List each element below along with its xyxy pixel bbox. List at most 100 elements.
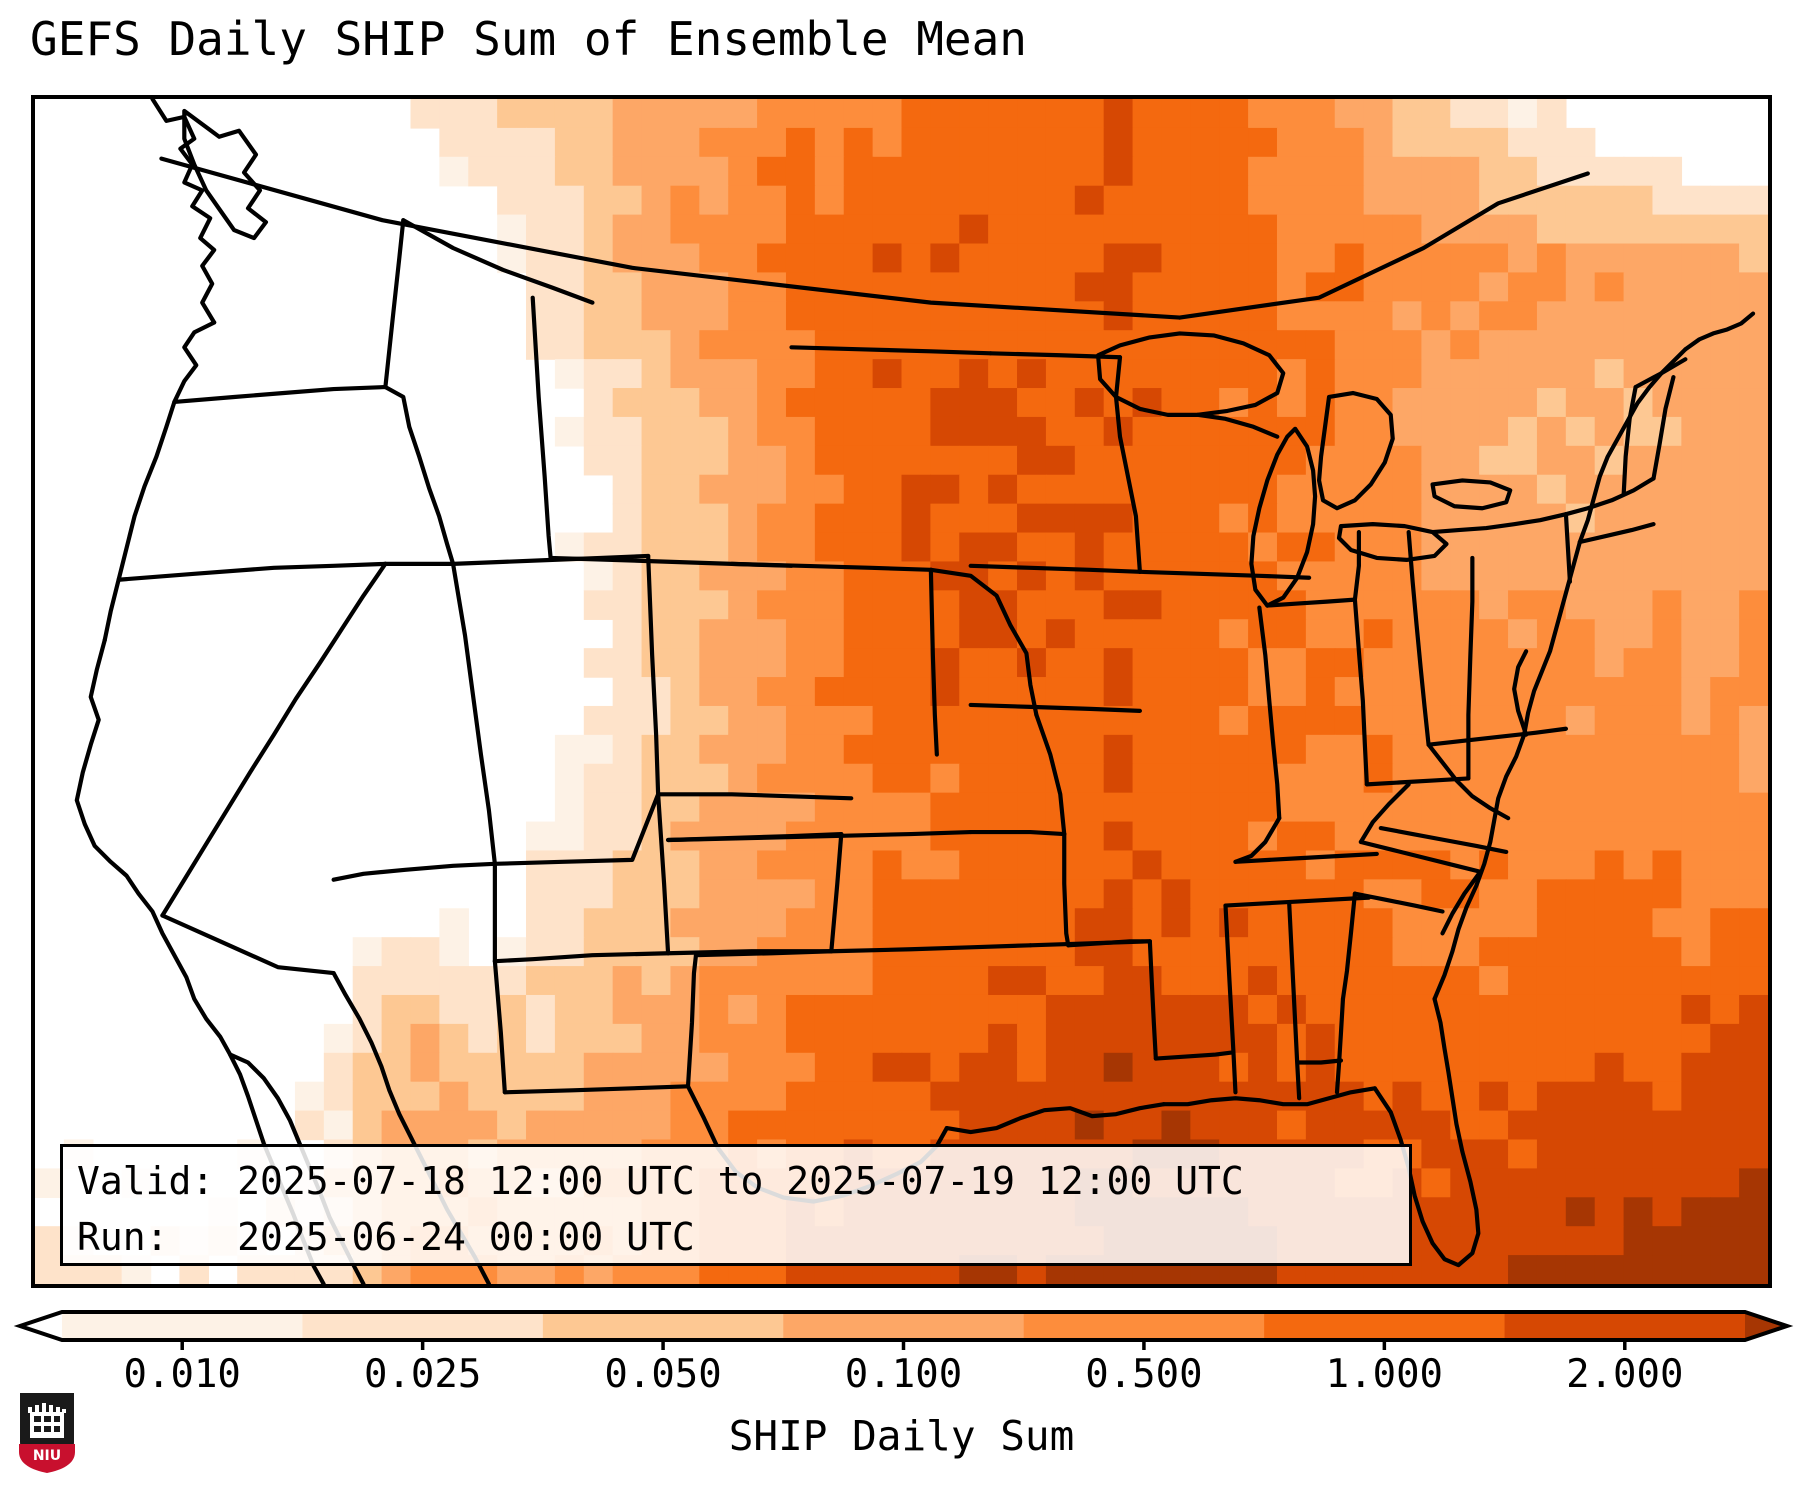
data-cell [930, 561, 960, 592]
data-cell [1450, 1052, 1480, 1083]
data-cell [930, 763, 960, 794]
data-cell [612, 330, 643, 360]
data-cell [1594, 648, 1625, 678]
data-cell [612, 677, 643, 707]
data-cell [1363, 734, 1394, 765]
data-cell [930, 272, 960, 303]
data-cell [583, 648, 614, 678]
data-cell [785, 677, 816, 707]
data-cell [1479, 243, 1509, 274]
data-cell [1103, 1081, 1134, 1112]
data-cell [1248, 330, 1278, 360]
data-cell [988, 792, 1018, 823]
data-cell [1565, 619, 1596, 649]
data-cell [1074, 648, 1105, 678]
data-cell [988, 994, 1018, 1025]
data-cell [323, 1023, 354, 1054]
logo-red-band [19, 1444, 75, 1473]
data-cell [901, 677, 932, 707]
data-cell [785, 99, 816, 129]
data-cell [988, 243, 1018, 274]
data-cell [1710, 966, 1740, 996]
data-cell [1681, 821, 1711, 852]
data-cell [1681, 503, 1711, 534]
data-cell [1045, 243, 1076, 274]
data-cell [814, 1023, 845, 1054]
data-cell [439, 156, 469, 187]
data-cell [1103, 879, 1134, 909]
data-cell [699, 214, 729, 245]
data-cell [1074, 677, 1105, 707]
data-cell [670, 821, 701, 852]
data-cell [785, 243, 816, 274]
data-cell [641, 185, 672, 216]
data-cell [843, 908, 874, 938]
data-cell [1594, 792, 1625, 823]
data-cell [785, 966, 816, 996]
data-cell [901, 301, 932, 331]
data-cell [959, 792, 989, 823]
data-cell [1017, 416, 1047, 447]
data-cell [1536, 1081, 1567, 1112]
data-cell [1248, 908, 1278, 938]
data-cell [1594, 1110, 1625, 1141]
data-cell [641, 503, 672, 534]
data-cell [1623, 1168, 1654, 1198]
data-cell [1450, 1023, 1480, 1054]
data-cell [1652, 1023, 1683, 1054]
data-cell [872, 763, 903, 794]
data-cell [1565, 1139, 1596, 1170]
data-cell [439, 1081, 469, 1112]
data-cell [1045, 388, 1076, 418]
data-cell [1190, 648, 1220, 678]
data-cell [843, 1110, 874, 1141]
data-cell [1363, 937, 1394, 967]
data-cell [670, 734, 701, 765]
data-cell [1045, 503, 1076, 534]
data-cell [988, 1081, 1018, 1112]
data-cell [641, 994, 672, 1025]
data-cell [1363, 272, 1394, 303]
valid-time-line: Valid: 2025-07-18 12:00 UTC to 2025-07-1… [77, 1159, 1244, 1203]
data-cell [1045, 359, 1076, 389]
data-cell [1710, 908, 1740, 938]
data-cell [1045, 908, 1076, 938]
map-svg [35, 99, 1768, 1284]
data-cell [439, 937, 469, 967]
data-cell [1623, 185, 1654, 216]
data-cell [1363, 185, 1394, 216]
data-cell [1074, 879, 1105, 909]
data-cell [959, 1081, 989, 1112]
data-cell [728, 243, 758, 274]
data-cell [1450, 388, 1480, 418]
data-cell [1132, 850, 1163, 881]
data-cell [1508, 243, 1538, 274]
data-cell [1334, 301, 1365, 331]
data-cell [497, 185, 527, 216]
data-cell [728, 416, 758, 447]
data-cell [1536, 908, 1567, 938]
data-cell [1450, 272, 1480, 303]
data-cell [1074, 474, 1105, 505]
data-cell [988, 156, 1018, 187]
data-cell [699, 590, 729, 620]
data-cell [1681, 1197, 1711, 1227]
data-cell [1132, 792, 1163, 823]
data-cell [497, 156, 527, 187]
data-cell [1190, 994, 1220, 1025]
data-cell [1017, 648, 1047, 678]
data-cell [757, 994, 787, 1025]
data-cell [1508, 619, 1538, 649]
data-cell [468, 156, 498, 187]
data-cell [1652, 821, 1683, 852]
data-cell [1392, 1081, 1423, 1112]
data-cell [1219, 705, 1249, 736]
data-cell [785, 388, 816, 418]
data-cell [1739, 619, 1768, 649]
data-cell [959, 388, 989, 418]
niu-logo: NIU [18, 1391, 76, 1474]
data-cell [497, 966, 527, 996]
data-cell [814, 156, 845, 187]
colorbar-ticks [180, 1340, 1627, 1350]
